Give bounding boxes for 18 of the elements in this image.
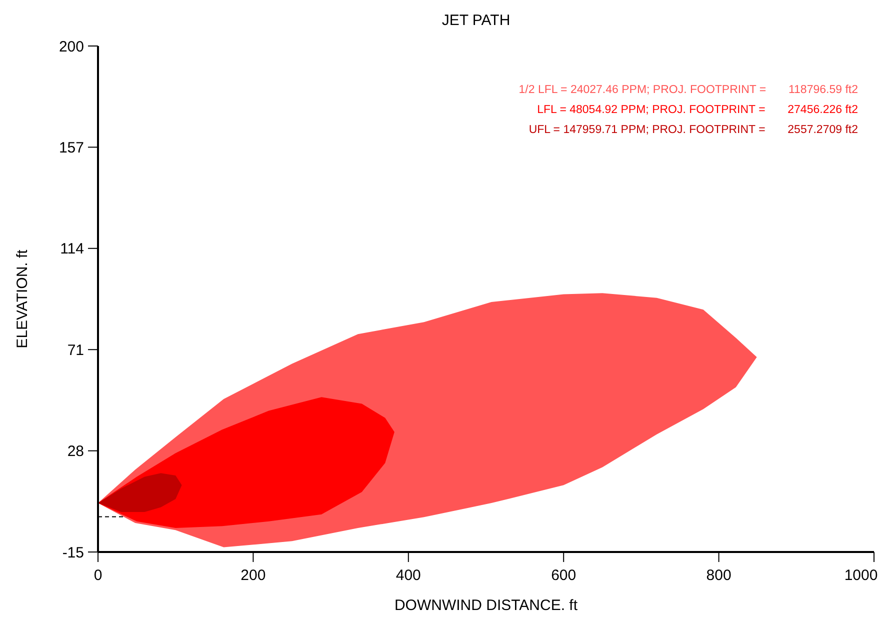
x-tick-label: 1000: [844, 567, 878, 584]
y-tick-label: 71: [67, 342, 84, 359]
x-tick-label: 800: [706, 567, 732, 584]
x-axis-title: DOWNWIND DISTANCE. ft: [394, 597, 578, 614]
y-tick-label: 28: [67, 443, 84, 460]
y-tick-label: 157: [58, 139, 84, 156]
x-tick-label: 400: [396, 567, 421, 584]
x-tick-label: 0: [94, 567, 102, 584]
x-tick-label: 600: [551, 567, 576, 584]
annotation: 1/2 LFL = 24027.46 PPM; PROJ. FOOTPRINT = 118796.59 ft2: [518, 84, 858, 96]
y-tick-label: -15: [62, 544, 84, 562]
x-tick-label: 200: [240, 567, 266, 584]
y-tick-label: 200: [58, 38, 84, 56]
annotation: UFL = 147959.71 PPM; PROJ. FOOTPRINT = 2557.2709 ft2: [528, 124, 858, 136]
y-tick-label: 114: [60, 240, 84, 258]
annotation: LFL = 48054.92 PPM; PROJ. FOOTPRINT = 27456.226 ft2: [537, 104, 858, 116]
chart-title: JET PATH: [442, 12, 510, 29]
y-axis-title: ELEVATION. ft: [14, 248, 31, 348]
